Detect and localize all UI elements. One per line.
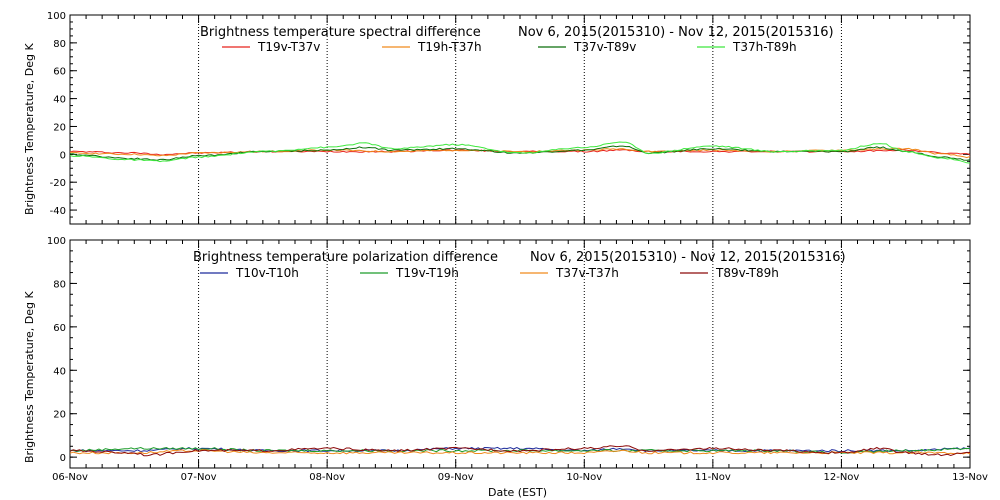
y-tick-label: 0 [60,453,66,464]
plot-frame [69,14,971,225]
x-axis-label: Date (EST) [488,486,547,499]
y-axis-label: Brightness Temperature, Deg K [23,291,36,463]
spectral-difference-panel: Brightness temperature spectral differen… [23,11,971,225]
x-tick-label: 07-Nov [181,472,217,483]
y-tick-label: 100 [47,236,66,247]
y-tick-label: -20 [50,178,66,189]
legend-label: T19h-T37h [417,40,482,54]
y-tick-label: 40 [53,95,66,106]
series-line-t37v-t37h [69,449,971,455]
polarization-difference-panel: Brightness temperature polarization diff… [23,236,988,499]
x-tick-label: 08-Nov [309,472,345,483]
legend-label: T37v-T37h [555,266,619,280]
series-line-t37v-t89v [69,145,971,161]
legend-label: T19v-T37v [257,40,320,54]
chart-date-range: Nov 6, 2015(2015310) - Nov 12, 2015(2015… [530,250,846,265]
y-tick-label: 20 [53,410,66,421]
y-tick-label: 80 [53,39,66,50]
chart-title: Brightness temperature spectral differen… [200,25,481,40]
legend-label: T37h-T89h [732,40,797,54]
legend-label: T89v-T89h [715,266,779,280]
x-tick-label: 06-Nov [52,472,88,483]
x-tick-label: 10-Nov [566,472,602,483]
x-tick-label: 13-Nov [952,472,988,483]
y-axis-label: Brightness Temperature, Deg K [23,43,36,215]
y-tick-label: 60 [53,323,66,334]
plot-frame [69,239,971,469]
x-tick-label: 11-Nov [695,472,731,483]
legend-label: T10v-T10h [235,266,299,280]
chart-date-range: Nov 6, 2015(2015310) - Nov 12, 2015(2015… [518,25,834,40]
y-tick-label: 20 [53,122,66,133]
series-line-t89v-t89h [69,445,971,457]
y-tick-label: -40 [50,206,66,217]
series-line-t37h-t89h [69,141,971,164]
x-tick-label: 12-Nov [823,472,859,483]
y-tick-label: 100 [47,11,66,22]
x-tick-label: 09-Nov [438,472,474,483]
series-line-t10v-t10h [69,446,971,453]
y-tick-label: 0 [60,150,66,161]
chart-title: Brightness temperature polarization diff… [193,250,498,265]
y-tick-label: 60 [53,67,66,78]
legend-label: T37v-T89v [573,40,636,54]
y-tick-label: 80 [53,279,66,290]
y-tick-label: 40 [53,366,66,377]
legend-label: T19v-T19h [395,266,459,280]
